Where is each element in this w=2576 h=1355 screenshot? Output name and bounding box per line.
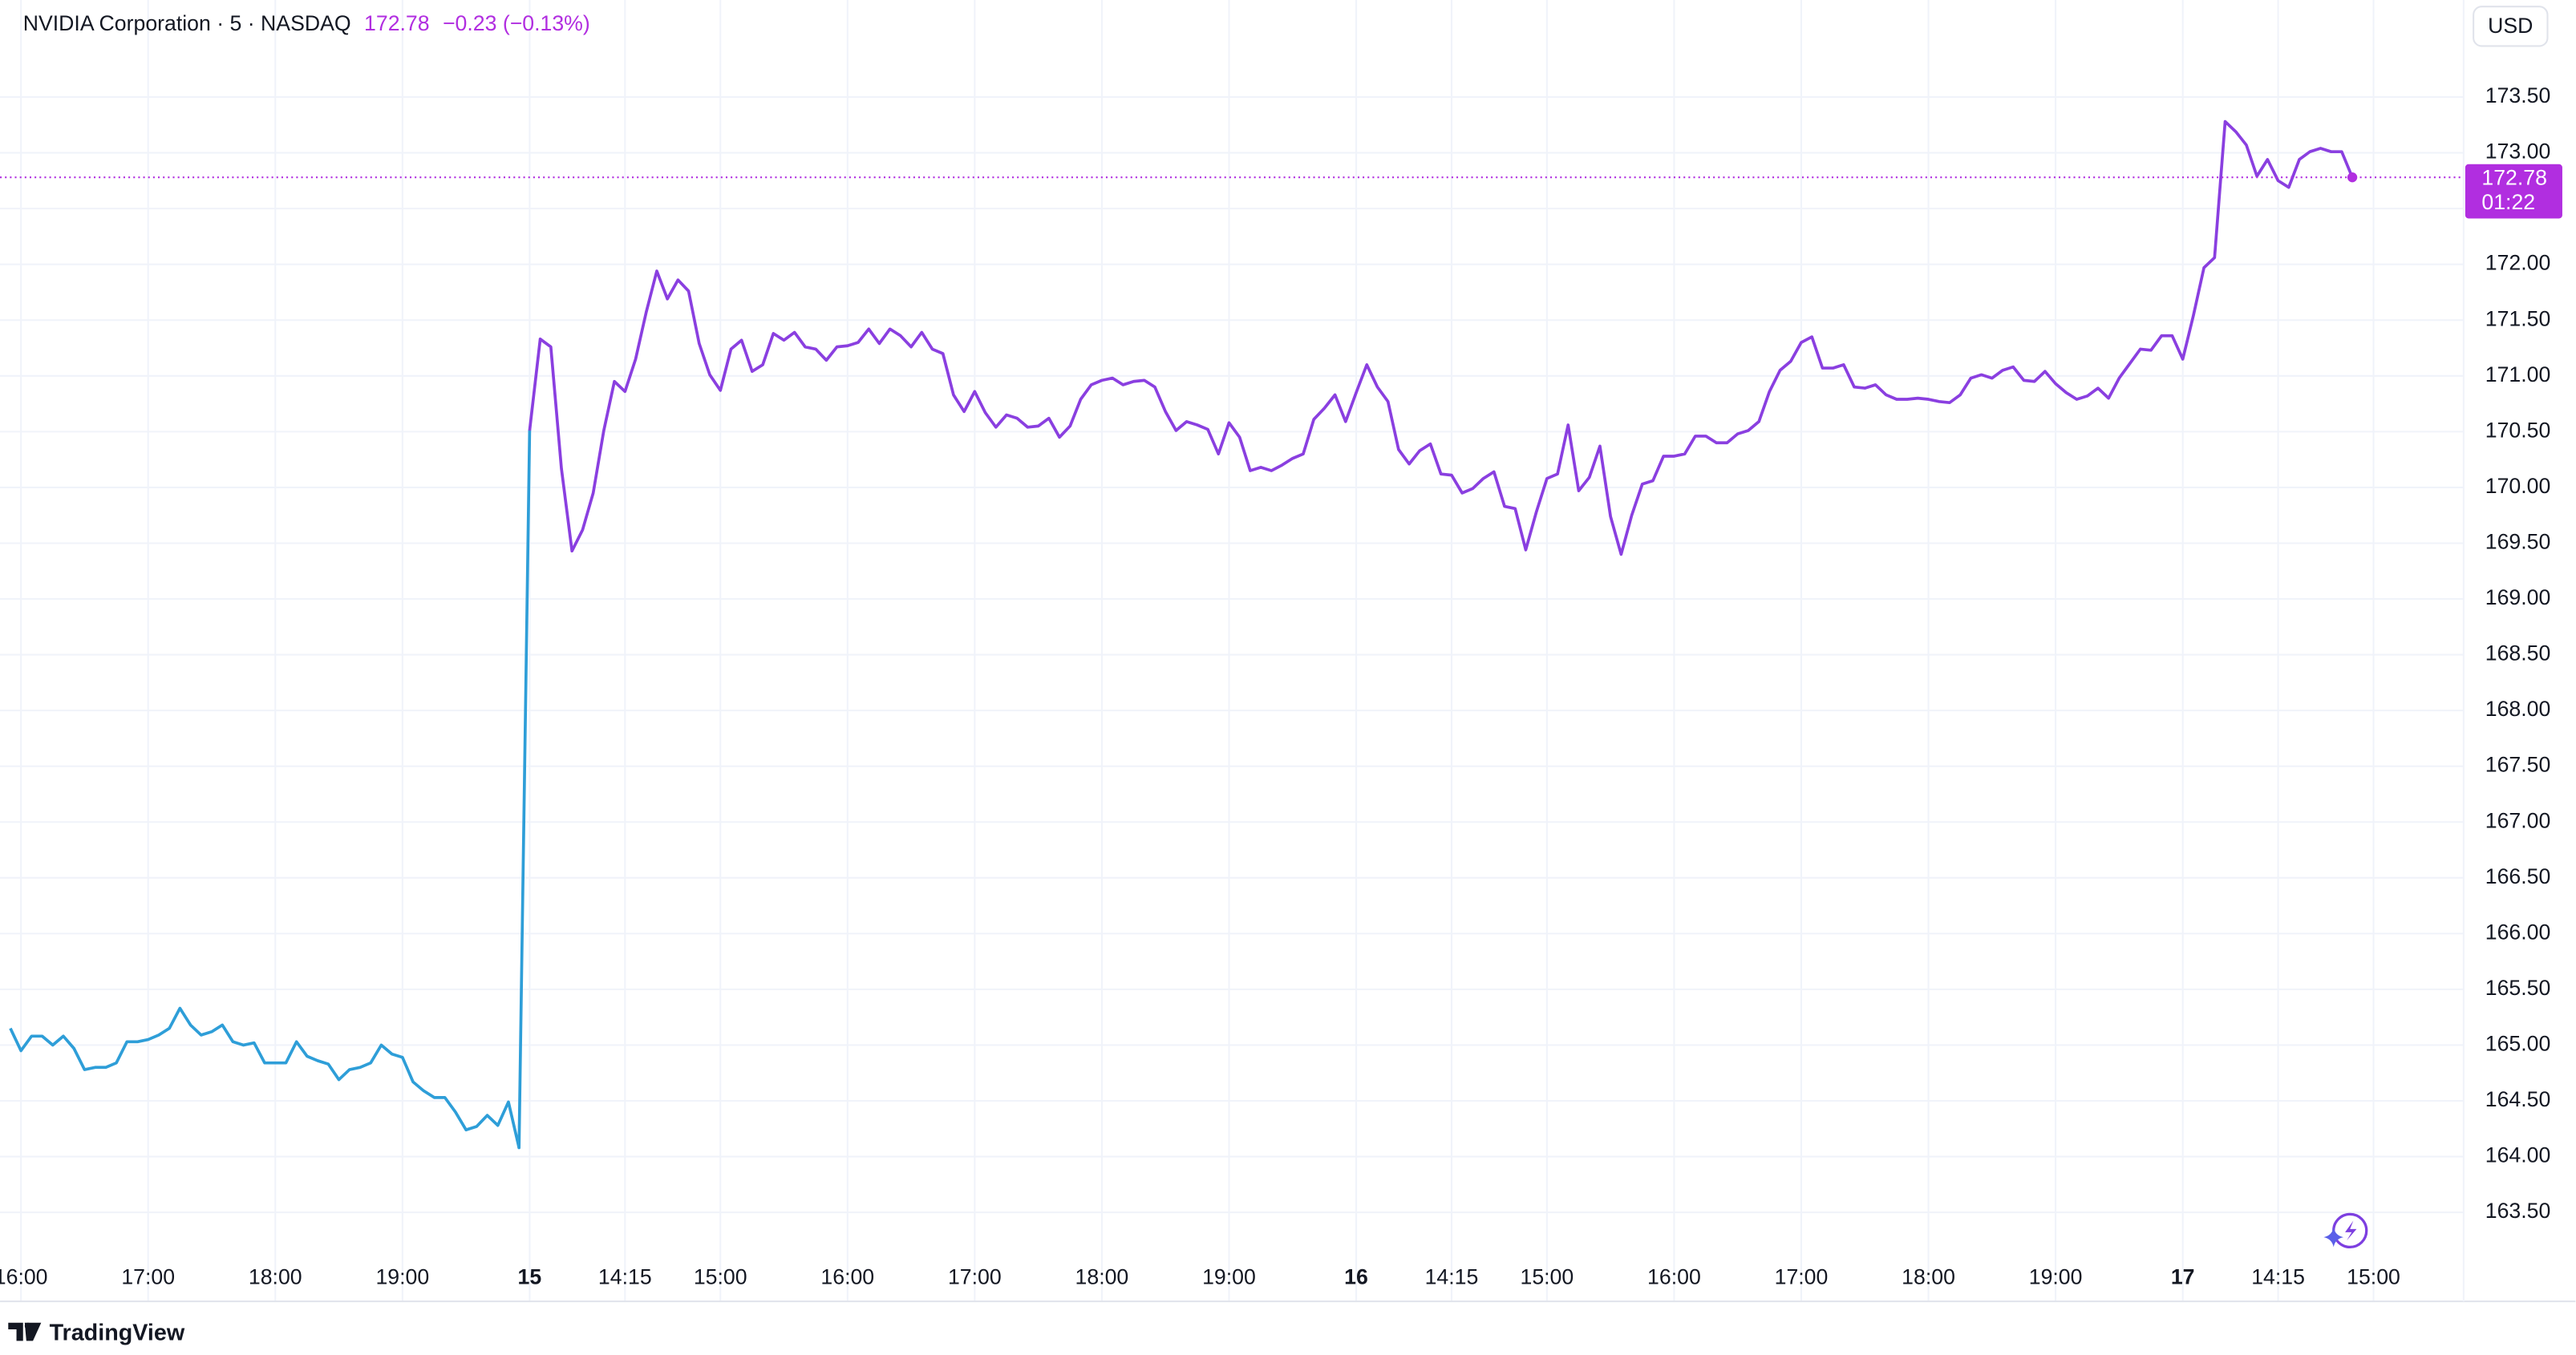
countdown: 01:22 — [2481, 190, 2535, 214]
currency-button[interactable] — [2473, 6, 2549, 47]
logo-dot — [24, 1322, 32, 1329]
y-tick-label: 169.50 — [2485, 530, 2551, 554]
x-tick-label: 16:00 — [1647, 1264, 1701, 1288]
y-tick-label: 168.00 — [2485, 697, 2551, 721]
x-tick-label: 15:00 — [1521, 1264, 1574, 1288]
y-tick-label: 171.00 — [2485, 362, 2551, 386]
price-change: −0.23 (−0.13%) — [443, 11, 590, 35]
y-tick-label: 164.50 — [2485, 1087, 2551, 1111]
y-tick-label: 167.00 — [2485, 808, 2551, 832]
x-tick-label: 15:00 — [694, 1264, 747, 1288]
x-tick-label: 19:00 — [375, 1264, 429, 1288]
last-price: 172.78 — [364, 11, 430, 35]
y-tick-label: 171.50 — [2485, 306, 2551, 330]
last-price-tag — [2465, 164, 2562, 219]
x-tick-label: 16:00 — [0, 1264, 48, 1288]
plot — [0, 119, 2464, 1150]
x-tick-label: 17:00 — [948, 1264, 1002, 1288]
y-tick-label: 166.00 — [2485, 920, 2551, 944]
y-tick-label: 163.50 — [2485, 1199, 2551, 1223]
x-tick-label: 14:15 — [1425, 1264, 1479, 1288]
x-tick-label: 15 — [518, 1264, 542, 1288]
icon-sparkle — [2323, 1227, 2344, 1248]
x-tick-label: 17 — [2171, 1264, 2195, 1288]
x-tick-label: 16 — [1344, 1264, 1368, 1288]
y-tick-label: 169.00 — [2485, 585, 2551, 609]
y-tick-label: 170.50 — [2485, 418, 2551, 442]
price-line — [9, 1006, 520, 1148]
y-tick-label: 170.00 — [2485, 474, 2551, 498]
grid — [0, 0, 2464, 1302]
x-tick-label: 14:15 — [598, 1264, 652, 1288]
last-point — [2347, 172, 2358, 183]
x-tick-label: 18:00 — [1075, 1264, 1129, 1288]
x-tick-label: 19:00 — [1202, 1264, 1256, 1288]
y-tick-label: 168.50 — [2485, 641, 2551, 665]
x-tick-label: 15:00 — [2347, 1264, 2400, 1288]
y-tick-label: 173.50 — [2485, 83, 2551, 107]
x-tick-label: 18:00 — [249, 1264, 302, 1288]
logo-icon — [8, 1322, 42, 1341]
axes: 163.50 164.00 164.50 165.00 165.50 166.00 166.… — [0, 83, 2562, 1288]
y-tick-label: 173.00 — [2485, 140, 2551, 164]
tradingview-logo[interactable]: TradingView — [8, 1321, 185, 1346]
y-tick-label: 167.50 — [2485, 753, 2551, 777]
quick-action-icon[interactable] — [2323, 1212, 2368, 1249]
x-tick-label: 17:00 — [1775, 1264, 1829, 1288]
brand: TradingView — [50, 1321, 185, 1346]
y-tick-label: 165.00 — [2485, 1032, 2551, 1056]
y-tick-label: 172.00 — [2485, 251, 2551, 275]
last-price-label: 172.78 — [2481, 165, 2547, 189]
x-tick-label: 17:00 — [121, 1264, 175, 1288]
y-tick-label: 166.50 — [2485, 864, 2551, 888]
price-line — [528, 119, 2354, 556]
currency[interactable]: USD — [2488, 14, 2533, 38]
x-tick-label: 18:00 — [1902, 1264, 1955, 1288]
y-tick-label: 164.00 — [2485, 1143, 2551, 1167]
legend: NVIDIA Corporation · 5 · NASDAQ 172.78 −0.… — [23, 11, 590, 35]
y-tick-label: 165.50 — [2485, 976, 2551, 1000]
x-tick-label: 19:00 — [2029, 1264, 2083, 1288]
icon-bolt — [2345, 1220, 2357, 1241]
x-tick-label: 16:00 — [820, 1264, 874, 1288]
x-tick-label: 14:15 — [2251, 1264, 2305, 1288]
session-bridge — [517, 429, 532, 1150]
symbol-title: NVIDIA Corporation · 5 · NASDAQ — [23, 11, 351, 35]
